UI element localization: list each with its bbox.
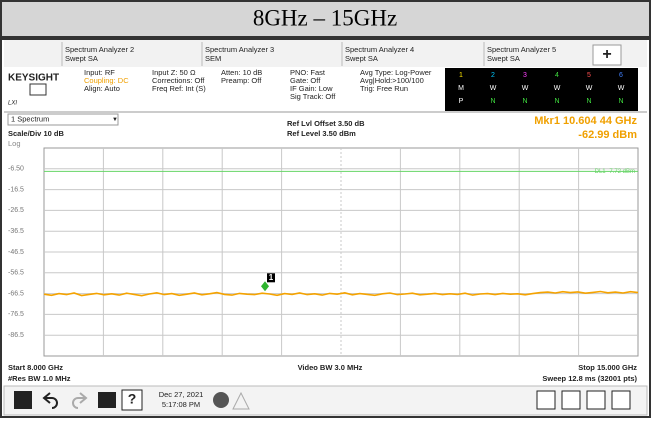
setting: Avg Type: Log-Power	[360, 68, 432, 77]
window-select[interactable]	[7, 113, 119, 126]
tab-name[interactable]: Spectrum Analyzer 2	[65, 45, 134, 54]
add-tab-button[interactable]	[592, 44, 622, 66]
ref-offset: Ref Lvl Offset 3.50 dB	[287, 119, 365, 128]
y-tick-label: -56.5	[8, 270, 24, 277]
file-button[interactable]	[98, 392, 116, 408]
tab-name[interactable]: Spectrum Analyzer 5	[487, 45, 556, 54]
brand-icon	[29, 83, 47, 96]
marker-label-bg	[267, 273, 276, 283]
setting: Atten: 10 dB	[221, 68, 262, 77]
marker-level: -62.99 dBm	[578, 129, 637, 141]
setting: Input Z: 50 Ω	[152, 68, 196, 77]
trace-cell: N	[618, 98, 623, 105]
setting: Align: Auto	[84, 84, 120, 93]
help-button[interactable]	[121, 389, 143, 411]
vbw: Video BW 3.0 MHz	[298, 363, 363, 372]
trace-cell: W	[554, 85, 561, 92]
trace-cell: W	[586, 85, 593, 92]
y-tick-label: -76.5	[8, 311, 24, 318]
trace-cell: P	[459, 98, 464, 105]
help-icon[interactable]: ?	[128, 391, 137, 407]
fullscreen-button[interactable]	[611, 390, 631, 410]
trace-cell: N	[522, 98, 527, 105]
start-freq: Start 8.000 GHz	[8, 363, 63, 372]
trace-cell: 4	[555, 72, 559, 79]
title: 8GHz – 15GHz	[253, 5, 397, 30]
y-tick-label: -16.5	[8, 186, 24, 193]
tab-row	[4, 40, 647, 67]
y-tick-label: -86.5	[8, 332, 24, 339]
tab-mode[interactable]: Swept SA	[345, 54, 378, 63]
y-tick-label: -66.5	[8, 290, 24, 297]
setting: Trig: Free Run	[360, 84, 408, 93]
trace-cell: W	[522, 85, 529, 92]
brand: KEYSIGHT	[8, 73, 59, 84]
time: 5:17:08 PM	[162, 400, 200, 409]
display-line-label: DL1 -7.72 dBm	[595, 169, 635, 175]
trace-cell: W	[618, 85, 625, 92]
trace-cell: N	[586, 98, 591, 105]
trace-cell: 5	[587, 72, 591, 79]
tab-name[interactable]: Spectrum Analyzer 3	[205, 45, 274, 54]
alert-button[interactable]	[232, 391, 250, 410]
tab-mode[interactable]: SEM	[205, 54, 221, 63]
trace	[43, 290, 639, 297]
y-tick-label: -46.5	[8, 249, 24, 256]
setting: Coupling: DC	[84, 76, 129, 85]
marker-freq: Mkr1 10.604 44 GHz	[534, 115, 637, 127]
trace-cell: N	[490, 98, 495, 105]
trace-cell: 3	[523, 72, 527, 79]
redo-button[interactable]	[72, 392, 88, 409]
tab-name[interactable]: Spectrum Analyzer 4	[345, 45, 414, 54]
layout-button[interactable]	[586, 390, 606, 410]
title-bar	[2, 2, 649, 36]
sweep: Sweep 12.8 ms (32001 pts)	[542, 374, 637, 383]
scale: Scale/Div 10 dB	[8, 129, 64, 138]
touch-button[interactable]	[561, 390, 581, 410]
y-tick-label: -6.50	[8, 166, 24, 173]
dropdown-arrow: ▼	[112, 117, 118, 123]
stop-freq: Stop 15.000 GHz	[578, 363, 637, 372]
marker	[261, 281, 270, 292]
setting: Freq Ref: Int (S)	[152, 84, 206, 93]
rbw: #Res BW 1.0 MHz	[8, 374, 71, 383]
y-tick-label: -36.5	[8, 228, 24, 235]
windows-button[interactable]	[14, 391, 32, 409]
brand-sub: LXI	[8, 101, 17, 107]
window-name[interactable]: 1 Spectrum	[11, 114, 49, 123]
date: Dec 27, 2021	[159, 390, 204, 399]
setting: Sig Track: Off	[290, 92, 336, 101]
setting: Input: RF	[84, 68, 115, 77]
setting: Gate: Off	[290, 76, 321, 85]
tab-mode[interactable]: Swept SA	[65, 54, 98, 63]
undo-button[interactable]	[42, 392, 58, 409]
setting: IF Gain: Low	[290, 84, 333, 93]
setting: Corrections: Off	[152, 76, 205, 85]
setting: Preamp: Off	[221, 76, 262, 85]
trace-cell: 2	[491, 72, 495, 79]
chat-button[interactable]	[213, 392, 229, 408]
tab-mode[interactable]: Swept SA	[487, 54, 520, 63]
trace-cell: 1	[459, 72, 463, 79]
trace-cell: N	[554, 98, 559, 105]
trace-cell: W	[490, 85, 497, 92]
trace-cell: 6	[619, 72, 623, 79]
setting: Avg|Hold:>100/100	[360, 76, 424, 85]
trace-cell: M	[458, 85, 464, 92]
add-tab[interactable]: +	[602, 46, 611, 63]
divider	[2, 36, 649, 40]
y-tick-label: -26.5	[8, 207, 24, 214]
log: Log	[8, 139, 21, 148]
keypad-button[interactable]	[536, 390, 556, 410]
marker-label: 1	[269, 273, 274, 282]
ref-level: Ref Level 3.50 dBm	[287, 129, 356, 138]
trace-table	[445, 68, 638, 111]
setting: PNO: Fast	[290, 68, 326, 77]
